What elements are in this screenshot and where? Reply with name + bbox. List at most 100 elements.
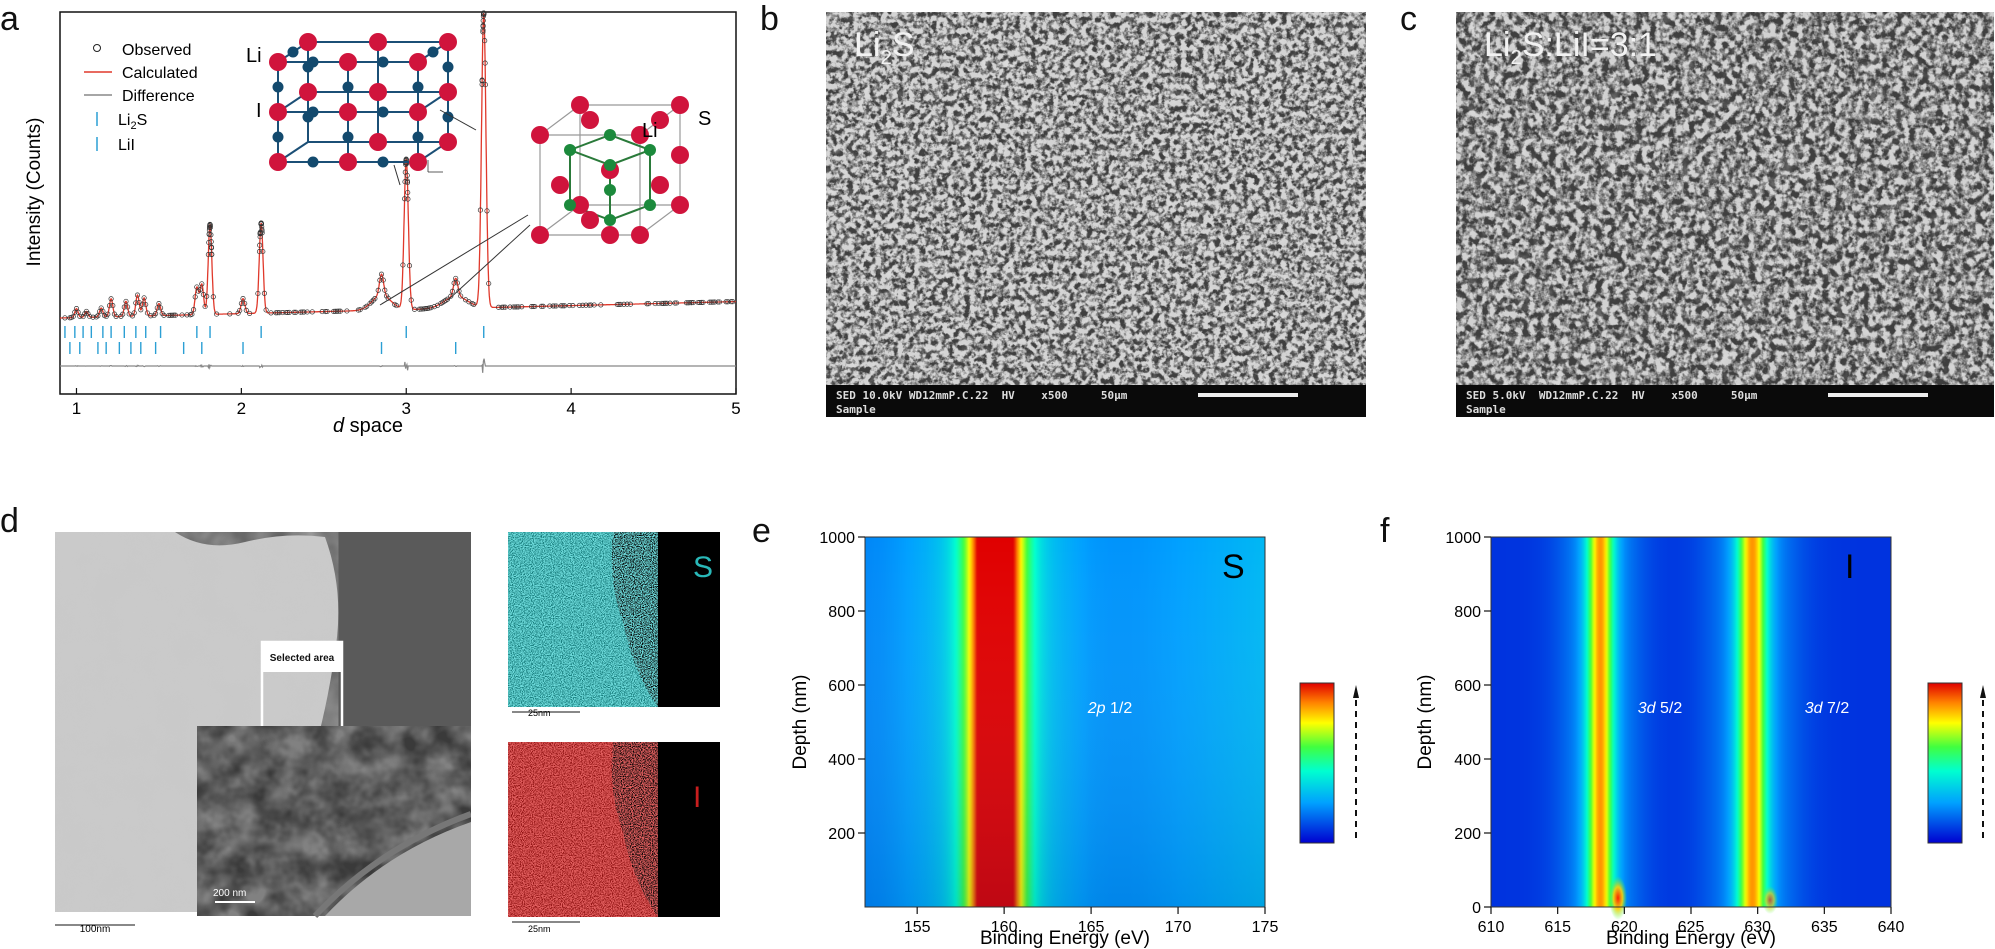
heatmap-e-ytick-label-200: 200 [828, 826, 855, 843]
lii-i-atom [409, 153, 427, 171]
li2s-s-atom [531, 126, 549, 144]
xrd-li2s-reflections [65, 326, 484, 338]
lii-i-atom [269, 103, 287, 121]
sem-c-scale-bar [1828, 393, 1928, 397]
inset-label-s-right: S [698, 108, 711, 130]
panel-label-b: b [760, 0, 779, 39]
inset-label-i-left: I [256, 100, 262, 122]
heatmap-f-ytick-label-1000: 1000 [1445, 530, 1481, 547]
lii-li-atom [413, 132, 424, 143]
li2s-li-atom [564, 144, 576, 156]
lii-i-atom [439, 133, 457, 151]
heatmap-e-xtick-label-155: 155 [904, 919, 931, 936]
xps-i-ylabel: Depth (nm) [1415, 674, 1436, 769]
xrd-lii-reflections [70, 342, 456, 354]
xrd-xlabel: d space [333, 415, 403, 437]
sem-b-info: SED 10.0kV WD12mmP.C.22 HV x500 50μm [836, 389, 1127, 402]
heatmap-f-ytick-label-400: 400 [1454, 752, 1481, 769]
lii-li-atom [303, 112, 314, 123]
li2s-s-atom [671, 196, 689, 214]
heatmap-f-ytick-label-800: 800 [1454, 604, 1481, 621]
lii-li-atom [308, 157, 319, 168]
lii-li-atom [273, 132, 284, 143]
sem-b-title: Li2S [854, 26, 915, 70]
tem-image: Selected area 200 nm 100nm [55, 532, 471, 932]
li2s-s-atom [601, 226, 619, 244]
lii-i-atom [409, 53, 427, 71]
li2s-s-atom [671, 146, 689, 164]
eds-s-scale: 25nm [528, 708, 551, 717]
tem-inset-scale-label: 200 nm [213, 888, 246, 899]
li2s-li-atom [564, 199, 576, 211]
xps-i-colorbar-marker [1980, 685, 1986, 843]
lii-i-atom [339, 53, 357, 71]
lii-li-atom [378, 57, 389, 68]
lii-i-atom [269, 53, 287, 71]
xps-i-annotation-1: 3d 5/2 [1638, 700, 1683, 717]
selected-area-label: Selected area [270, 653, 335, 664]
heatmap-f-xtick-label-640: 640 [1878, 919, 1905, 936]
eds-s-label: S [693, 551, 713, 584]
xps-s-element: S [1222, 548, 1245, 586]
li2s-li-atom [604, 159, 616, 171]
inset-label-li-top: Li [246, 45, 262, 67]
heatmap-f-ytick-label-200: 200 [1454, 826, 1481, 843]
eds-map-i: I 25nm [508, 742, 720, 934]
xps-s-ylabel: Depth (nm) [790, 674, 811, 769]
lii-i-atom [369, 83, 387, 101]
xps-i-colorbar [1928, 683, 1962, 843]
xps-s-annotation: 2p 1/2 [1087, 700, 1133, 717]
panel-label-e: e [752, 512, 771, 551]
li2s-s-atom [671, 96, 689, 114]
legend-difference: Difference [122, 88, 195, 105]
legend-lii: LiI [118, 137, 135, 154]
xps-s-xlabel: Binding Energy (eV) [980, 928, 1150, 949]
lii-i-atom [369, 33, 387, 51]
heatmap-e-ytick-label-1000: 1000 [819, 530, 855, 547]
legend-observed: Observed [122, 42, 191, 59]
xrd-legend: Observed Calculated Difference Li2S LiI [84, 42, 198, 154]
lii-li-atom [443, 62, 454, 73]
heatmap-f-xtick-label-610: 610 [1478, 919, 1505, 936]
li2s-s-atom [531, 226, 549, 244]
heatmap-e-ytick-label-400: 400 [828, 752, 855, 769]
lii-li-atom [303, 62, 314, 73]
lii-i-atom [269, 153, 287, 171]
legend-calculated: Calculated [122, 65, 198, 82]
xps-depth-map-i: 610 615 620 625 630 635 640 02004006008001000 … [1395, 520, 1995, 949]
lii-i-atom [339, 153, 357, 171]
heatmap-e-xtick-label-175: 175 [1252, 919, 1279, 936]
lii-i-atom [299, 33, 317, 51]
sem-image-li2s: Li2S SED 10.0kV WD12mmP.C.22 HV x500 50μ… [826, 12, 1366, 417]
xrd-chart: 12345 d space Intensity (Counts) Observe… [0, 0, 745, 450]
panel-label-f: f [1380, 512, 1389, 551]
lii-i-atom [439, 83, 457, 101]
xps-i-xlabel: Binding Energy (eV) [1606, 928, 1776, 949]
xrd-difference-curve [60, 359, 736, 373]
xrd-xtick-label-2: 2 [237, 399, 246, 418]
li2s-s-atom [581, 111, 599, 129]
lii-li-atom [273, 82, 284, 93]
sem-c-sample: Sample [1466, 403, 1506, 416]
lii-i-atom [369, 133, 387, 151]
eds-map-s: S 25nm [508, 532, 720, 717]
heatmap-f-xtick-label-615: 615 [1544, 919, 1571, 936]
li2s-crystal-structure-inset: Li S [531, 96, 711, 244]
tem-scale-label: 100nm [80, 924, 111, 932]
xrd-xtick-label-1: 1 [72, 399, 81, 418]
heatmap-e-ytick-label-600: 600 [828, 678, 855, 695]
panel-label-c: c [1400, 0, 1417, 39]
lii-li-atom [428, 47, 439, 58]
tem-inset: 200 nm [197, 726, 471, 916]
xps-i-element: I [1845, 548, 1854, 586]
li2s-s-atom [651, 176, 669, 194]
legend-observed-marker [94, 45, 101, 52]
sem-c-title: Li2S:LiI=3:1 [1484, 26, 1657, 70]
sem-c-info: SED 5.0kV WD12mmP.C.22 HV x500 50μm [1466, 389, 1757, 402]
lii-li-atom [343, 132, 354, 143]
li2s-s-atom [551, 176, 569, 194]
xps-depth-map-s: 155 160 165 170 175 200 400 600 800 1000 Binding… [770, 520, 1370, 949]
lii-i-atom [439, 33, 457, 51]
lii-i-atom [299, 83, 317, 101]
heatmap-f-xtick-label-635: 635 [1811, 919, 1838, 936]
